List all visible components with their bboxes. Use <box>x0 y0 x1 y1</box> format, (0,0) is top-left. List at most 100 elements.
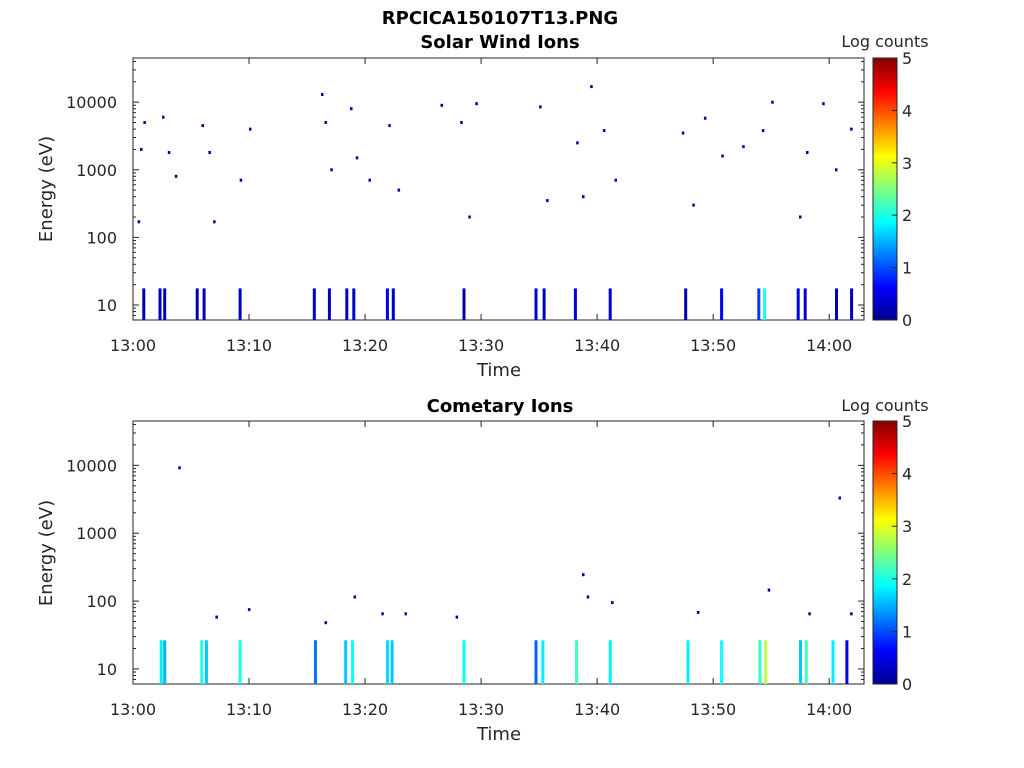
y-tick-label: 1000 <box>76 161 117 180</box>
colorbar-ticks: 0 1 2 3 4 5 <box>892 49 912 330</box>
x-tick-label: 13:20 <box>342 700 388 719</box>
heatmap-cell <box>204 640 208 684</box>
x-tick-label: 13:10 <box>226 336 272 355</box>
heatmap-cell <box>215 615 218 619</box>
heatmap-cell <box>686 640 690 684</box>
heatmap-cell <box>249 127 252 131</box>
heatmap-cell <box>534 640 538 684</box>
x-tick-label: 13:50 <box>690 336 736 355</box>
colorbar-tick-label: 2 <box>902 570 912 589</box>
heatmap-cell <box>608 640 612 684</box>
heatmap-cell <box>163 640 167 684</box>
heatmap-cell <box>804 640 808 684</box>
heatmap-cell <box>586 595 590 599</box>
heatmap-cell <box>238 288 242 320</box>
heatmap-cell <box>799 215 802 219</box>
heatmap-cell <box>355 156 359 160</box>
heatmap-cell <box>390 640 394 684</box>
heatmap-cell <box>351 640 355 684</box>
heatmap-cell <box>174 174 178 178</box>
heatmap-cell <box>143 121 146 124</box>
heatmap-cell <box>767 588 771 592</box>
heatmap-cell <box>208 151 211 154</box>
heatmap-cell <box>202 288 206 320</box>
heatmap-cell <box>475 102 478 106</box>
heatmap-cell <box>247 608 251 612</box>
x-tick-label: 13:00 <box>110 700 156 719</box>
heatmap-cell <box>720 640 724 684</box>
x-tick-label: 13:00 <box>110 336 156 355</box>
heatmap-cell <box>385 288 389 320</box>
heatmap-cell <box>758 640 762 684</box>
y-axis: 10 100 1000 10000 <box>66 60 864 321</box>
heatmap-cell <box>831 640 835 684</box>
x-tick-label: 14:00 <box>806 336 852 355</box>
heatmap-cell <box>158 288 162 320</box>
heatmap-cell <box>684 288 688 320</box>
plot-area <box>132 57 865 321</box>
heatmap-cell <box>137 220 141 224</box>
heatmap-cell <box>582 573 585 577</box>
heatmap-cell <box>195 288 199 320</box>
heatmap-cell <box>850 127 853 131</box>
heatmap-cell <box>312 288 316 320</box>
heatmap-cell <box>201 124 204 128</box>
heatmap-cell <box>167 151 171 154</box>
colorbar <box>872 57 898 321</box>
heatmap-cell <box>614 178 617 182</box>
colorbar-tick-label: 4 <box>902 101 912 120</box>
x-axis: 13:00 13:10 13:20 13:30 13:40 13:50 14:00 <box>110 421 852 719</box>
panel-solar-wind: Solar Wind Ions 13:00 13:10 13:20 13:30 13:4… <box>36 32 929 381</box>
heatmap-cell <box>703 116 707 120</box>
heatmap-cell <box>345 288 349 320</box>
x-tick-label: 13:20 <box>342 336 388 355</box>
heatmap-cell <box>806 151 809 154</box>
heatmap-cells <box>137 85 854 320</box>
heatmap-cell <box>397 188 401 192</box>
colorbar-ticks: 0 1 2 3 4 5 <box>892 412 912 694</box>
heatmap-cell <box>590 85 593 89</box>
y-tick-label: 100 <box>86 228 117 247</box>
heatmap-cell <box>353 595 356 599</box>
x-tick-label: 13:40 <box>574 700 620 719</box>
heatmap-cell <box>238 640 242 684</box>
heatmap-cell <box>576 141 579 145</box>
heatmap-cell <box>352 288 356 320</box>
heatmap-cell <box>200 640 204 684</box>
heatmap-cell <box>720 288 724 320</box>
colorbar-tick-label: 3 <box>902 517 912 536</box>
heatmap-cell <box>539 105 542 109</box>
heatmap-cell <box>721 154 724 158</box>
heatmap-cell <box>460 121 463 124</box>
heatmap-cell <box>391 288 395 320</box>
x-axis-label: Time <box>476 724 521 745</box>
heatmap-cell <box>835 288 838 320</box>
heatmap-cell <box>573 288 577 320</box>
heatmap-cell <box>385 640 389 684</box>
heatmap-cell <box>455 615 459 619</box>
heatmap-cell <box>213 220 216 224</box>
panel-title: Solar Wind Ions <box>420 32 579 53</box>
heatmap-cell <box>845 640 849 684</box>
colorbar-tick-label: 4 <box>902 465 912 484</box>
heatmap-cell <box>696 610 700 614</box>
heatmap-cell <box>838 496 841 500</box>
heatmap-cell <box>542 288 546 320</box>
colorbar-tick-label: 5 <box>902 49 912 68</box>
x-tick-label: 14:00 <box>806 700 852 719</box>
heatmap-cell <box>835 168 838 172</box>
colorbar-label: Log counts <box>841 396 928 415</box>
colorbar-tick-label: 2 <box>902 206 912 225</box>
heatmap-cell <box>239 178 243 182</box>
y-axis-label: Energy (eV) <box>36 136 57 242</box>
y-tick-label: 10 <box>97 296 117 315</box>
heatmap-cell <box>462 640 466 684</box>
heatmap-cell <box>140 147 143 151</box>
heatmap-cell <box>404 612 407 616</box>
heatmap-cell <box>761 129 765 133</box>
x-tick-label: 13:30 <box>458 700 504 719</box>
heatmap-cell <box>178 466 181 470</box>
heatmap-cell <box>602 129 606 133</box>
heatmap-cell <box>327 288 331 320</box>
heatmap-cell <box>742 145 745 149</box>
